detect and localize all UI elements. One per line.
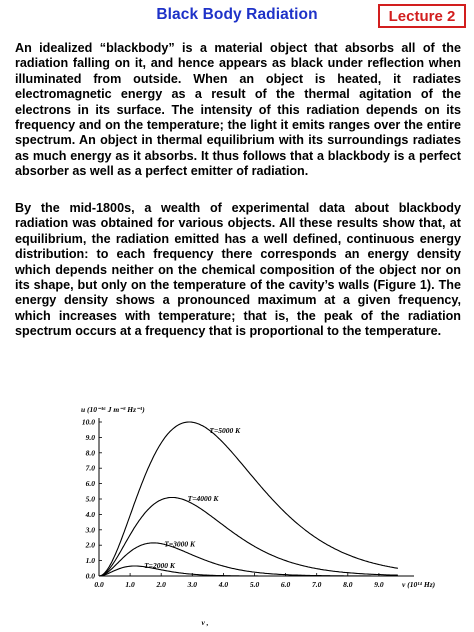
curve-series-0 [99,421,398,577]
x-tick-label: 3.0 [187,580,198,589]
y-tick-label: 6.0 [86,479,96,488]
blackbody-spectrum-chart: 0.0 1.0 2.0 3.0 4.0 5.0 6.0 7.0 8.0 9.0 10.0 0.0 1.0… [81,405,436,627]
curve-series-2 [99,542,398,577]
x-tick-label: 2.0 [156,580,167,589]
y-tick-label: 0.0 [86,572,96,581]
y-tick-label: 8.0 [86,448,96,457]
series-label-3: T=2000 K [144,561,176,570]
x-tick-label: 8.0 [343,580,353,589]
lecture-badge: Lecture 2 [378,4,466,28]
x-tick-label: 7.0 [312,580,322,589]
y-tick-label: 3.0 [85,525,96,534]
x-axis-label: ν (10¹⁴ Hz) [402,580,436,589]
y-tick-label: 4.0 [85,510,96,519]
y-tick-label: 9.0 [86,433,96,442]
paragraph-intro: An idealized “blackbody” is a material o… [15,41,461,179]
x-tick-label: 0.0 [94,580,104,589]
series-label-2: T=3000 K [164,539,196,548]
x-tick-label: 9.0 [374,580,384,589]
y-tick-label: 1.0 [86,556,96,565]
page-title: Black Body Radiation [156,6,318,23]
curve-series-3 [99,565,398,577]
x-tick-label: 1.0 [125,580,135,589]
x-tick-label: 5.0 [250,580,260,589]
y-tick-label: 2.0 [85,541,96,550]
y-tick-label: 10.0 [82,418,95,427]
series-label-0: T=5000 K [209,426,241,435]
y-tick-label: 7.0 [86,464,96,473]
y-axis-label: u (10⁻¹⁶ J m⁻³ Hz⁻¹) [81,405,145,414]
paragraph-history: By the mid-1800s, a wealth of experiment… [15,201,461,339]
series-label-1: T=4000 K [188,494,220,503]
x-tick-label: 6.0 [281,580,291,589]
x-tick-label: 4.0 [218,580,229,589]
y-tick-label: 5.0 [86,495,96,504]
curve-series-1 [99,496,398,577]
nu-label: ν , [201,618,208,627]
